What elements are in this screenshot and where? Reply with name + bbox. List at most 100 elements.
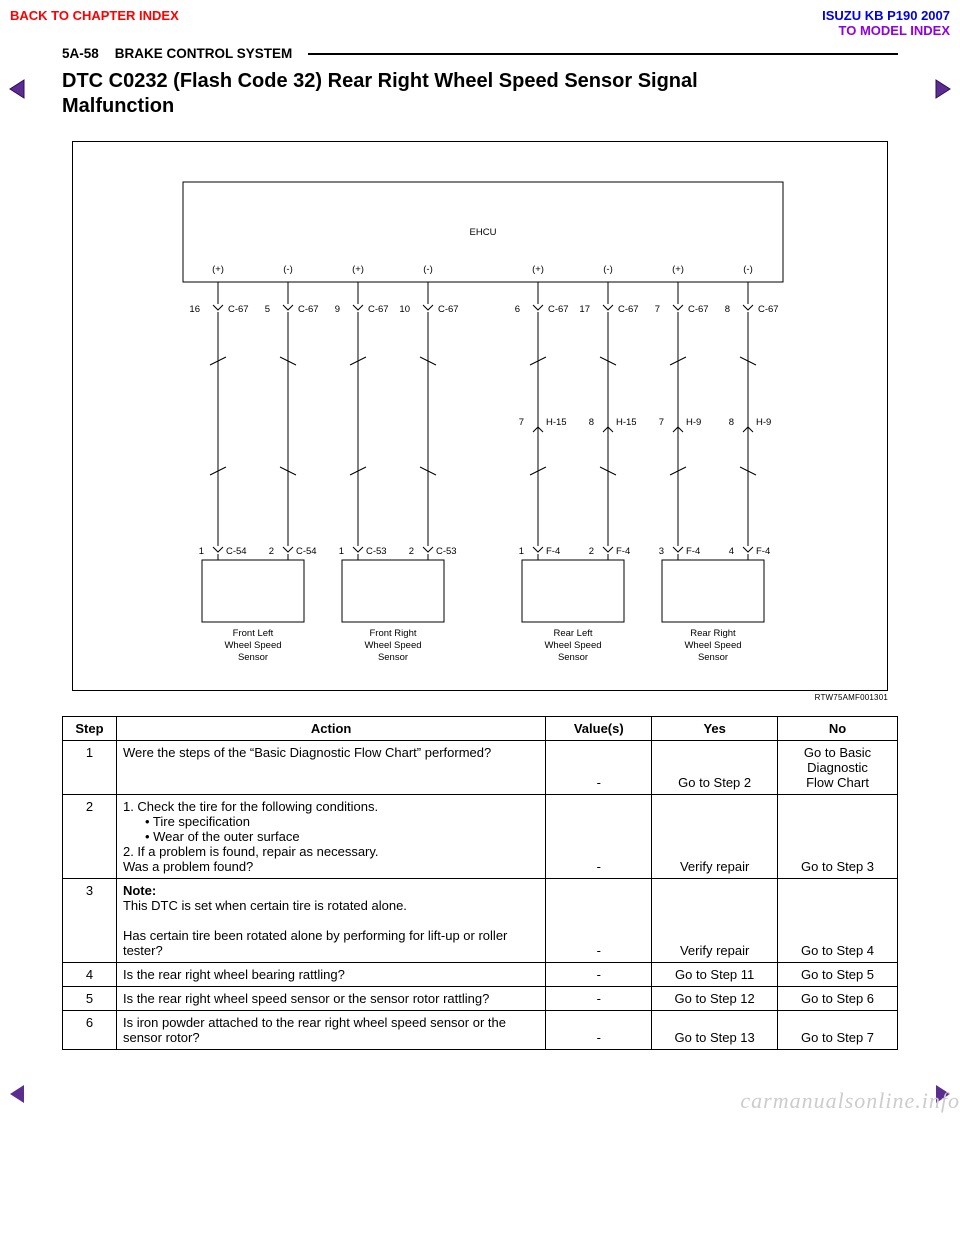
table-row: 5Is the rear right wheel speed sensor or…	[63, 987, 898, 1011]
prev-page-arrow-bottom-icon[interactable]	[6, 1081, 28, 1112]
page-number: 5A-58	[62, 46, 99, 61]
cell-yes: Go to Step 12	[652, 987, 778, 1011]
svg-text:2: 2	[409, 546, 414, 557]
table-row: 4Is the rear right wheel bearing rattlin…	[63, 963, 898, 987]
svg-text:9: 9	[335, 304, 340, 315]
svg-text:Rear Left: Rear Left	[553, 628, 592, 639]
svg-text:(-): (-)	[423, 264, 433, 275]
svg-text:5: 5	[265, 304, 270, 315]
svg-text:C-67: C-67	[758, 304, 779, 315]
svg-text:2: 2	[269, 546, 274, 557]
cell-step: 3	[63, 879, 117, 963]
svg-text:(-): (-)	[283, 264, 293, 275]
svg-text:Sensor: Sensor	[698, 652, 728, 663]
svg-text:10: 10	[399, 304, 410, 315]
cell-value: -	[546, 879, 652, 963]
svg-text:Wheel Speed: Wheel Speed	[364, 640, 421, 651]
svg-text:Wheel Speed: Wheel Speed	[544, 640, 601, 651]
svg-text:C-54: C-54	[296, 546, 317, 557]
svg-text:C-67: C-67	[688, 304, 709, 315]
table-row: 1Were the steps of the “Basic Diagnostic…	[63, 741, 898, 795]
bottom-nav: carmanualsonline.info	[0, 1080, 960, 1114]
cell-no: Go to Step 6	[778, 987, 898, 1011]
svg-text:Sensor: Sensor	[238, 652, 268, 663]
svg-text:H-15: H-15	[546, 417, 567, 428]
top-nav: BACK TO CHAPTER INDEX ISUZU KB P190 2007…	[0, 0, 960, 40]
svg-text:Front Right: Front Right	[370, 628, 417, 639]
svg-text:H-9: H-9	[686, 417, 701, 428]
svg-text:C-67: C-67	[618, 304, 639, 315]
cell-action: Note:This DTC is set when certain tire i…	[116, 879, 545, 963]
svg-text:C-67: C-67	[298, 304, 319, 315]
svg-text:1: 1	[519, 546, 524, 557]
svg-text:4: 4	[729, 546, 734, 557]
diagram-credit: RTW75AMF001301	[0, 691, 960, 702]
svg-text:8: 8	[725, 304, 730, 315]
cell-yes: Verify repair	[652, 795, 778, 879]
svg-text:F-4: F-4	[756, 546, 770, 557]
svg-text:C-53: C-53	[436, 546, 457, 557]
svg-text:7: 7	[659, 417, 664, 428]
svg-text:Wheel Speed: Wheel Speed	[684, 640, 741, 651]
svg-text:16: 16	[189, 304, 200, 315]
title-line2: Malfunction	[62, 95, 174, 117]
svg-text:(+): (+)	[212, 264, 224, 275]
cell-action: Is the rear right wheel speed sensor or …	[116, 987, 545, 1011]
cell-no: Go to Step 5	[778, 963, 898, 987]
svg-text:6: 6	[515, 304, 520, 315]
col-no: No	[778, 717, 898, 741]
right-nav: ISUZU KB P190 2007 TO MODEL INDEX	[822, 8, 950, 38]
svg-text:(+): (+)	[352, 264, 364, 275]
watermark: carmanualsonline.info	[740, 1088, 960, 1114]
cell-value: -	[546, 795, 652, 879]
svg-text:7: 7	[519, 417, 524, 428]
cell-value: -	[546, 987, 652, 1011]
svg-text:H-9: H-9	[756, 417, 771, 428]
diagnostic-table-container: Step Action Value(s) Yes No 1Were the st…	[0, 702, 960, 1050]
next-page-arrow-icon[interactable]	[932, 76, 954, 107]
cell-yes: Go to Step 2	[652, 741, 778, 795]
svg-text:(+): (+)	[672, 264, 684, 275]
cell-no: Go to Step 7	[778, 1011, 898, 1050]
svg-text:1: 1	[339, 546, 344, 557]
page-header: 5A-58 BRAKE CONTROL SYSTEM	[0, 40, 960, 61]
svg-text:H-15: H-15	[616, 417, 637, 428]
header-rule	[308, 53, 898, 55]
svg-text:(-): (-)	[603, 264, 613, 275]
cell-step: 4	[63, 963, 117, 987]
model-index-link[interactable]: TO MODEL INDEX	[822, 23, 950, 38]
dtc-title: DTC C0232 (Flash Code 32) Rear Right Whe…	[0, 61, 960, 123]
table-header-row: Step Action Value(s) Yes No	[63, 717, 898, 741]
wiring-diagram: EHCU(+)(-)(+)(-)(+)(-)(+)(-)16C-675C-679…	[72, 141, 888, 691]
svg-text:(+): (+)	[532, 264, 544, 275]
model-label: ISUZU KB P190 2007	[822, 8, 950, 23]
cell-yes: Go to Step 13	[652, 1011, 778, 1050]
cell-yes: Verify repair	[652, 879, 778, 963]
back-to-chapter-link[interactable]: BACK TO CHAPTER INDEX	[10, 8, 179, 38]
cell-action: Is the rear right wheel bearing rattling…	[116, 963, 545, 987]
svg-text:7: 7	[655, 304, 660, 315]
svg-text:C-67: C-67	[438, 304, 459, 315]
cell-no: Go to Step 4	[778, 879, 898, 963]
svg-text:Front Left: Front Left	[233, 628, 274, 639]
svg-text:Rear Right: Rear Right	[690, 628, 736, 639]
prev-page-arrow-icon[interactable]	[6, 76, 28, 107]
table-row: 6Is iron powder attached to the rear rig…	[63, 1011, 898, 1050]
col-value: Value(s)	[546, 717, 652, 741]
cell-action: Were the steps of the “Basic Diagnostic …	[116, 741, 545, 795]
cell-step: 1	[63, 741, 117, 795]
cell-value: -	[546, 1011, 652, 1050]
svg-text:C-67: C-67	[228, 304, 249, 315]
wiring-diagram-container: EHCU(+)(-)(+)(-)(+)(-)(+)(-)16C-675C-679…	[0, 123, 960, 691]
svg-text:Sensor: Sensor	[378, 652, 408, 663]
svg-text:C-53: C-53	[366, 546, 387, 557]
cell-value: -	[546, 741, 652, 795]
svg-text:F-4: F-4	[546, 546, 560, 557]
cell-step: 6	[63, 1011, 117, 1050]
col-yes: Yes	[652, 717, 778, 741]
title-line1: DTC C0232 (Flash Code 32) Rear Right Whe…	[62, 70, 698, 92]
svg-text:(-): (-)	[743, 264, 753, 275]
svg-text:1: 1	[199, 546, 204, 557]
svg-text:C-67: C-67	[548, 304, 569, 315]
svg-text:C-67: C-67	[368, 304, 389, 315]
